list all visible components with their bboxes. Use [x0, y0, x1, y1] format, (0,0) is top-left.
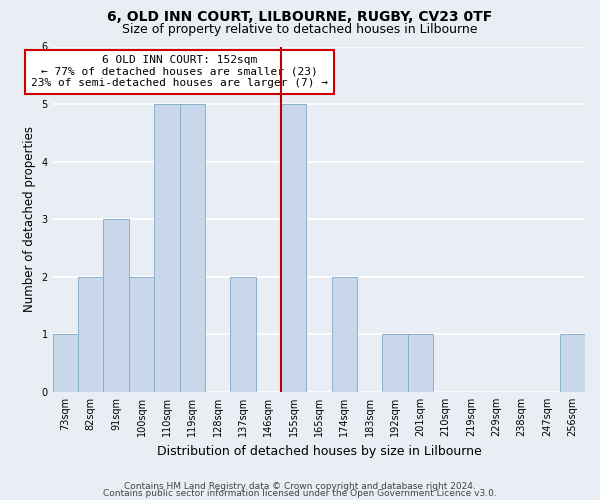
Bar	[407, 334, 433, 392]
Bar	[332, 277, 357, 392]
Bar	[78, 277, 103, 392]
Bar	[129, 277, 154, 392]
Bar	[560, 334, 585, 392]
Text: Contains public sector information licensed under the Open Government Licence v3: Contains public sector information licen…	[103, 489, 497, 498]
Y-axis label: Number of detached properties: Number of detached properties	[23, 126, 36, 312]
Bar	[53, 334, 78, 392]
Bar	[179, 104, 205, 392]
Text: Size of property relative to detached houses in Lilbourne: Size of property relative to detached ho…	[122, 22, 478, 36]
Bar	[281, 104, 306, 392]
X-axis label: Distribution of detached houses by size in Lilbourne: Distribution of detached houses by size …	[157, 444, 481, 458]
Bar	[382, 334, 407, 392]
Text: Contains HM Land Registry data © Crown copyright and database right 2024.: Contains HM Land Registry data © Crown c…	[124, 482, 476, 491]
Text: 6 OLD INN COURT: 152sqm
← 77% of detached houses are smaller (23)
23% of semi-de: 6 OLD INN COURT: 152sqm ← 77% of detache…	[31, 55, 328, 88]
Text: 6, OLD INN COURT, LILBOURNE, RUGBY, CV23 0TF: 6, OLD INN COURT, LILBOURNE, RUGBY, CV23…	[107, 10, 493, 24]
Bar	[154, 104, 179, 392]
Bar	[230, 277, 256, 392]
Bar	[103, 219, 129, 392]
